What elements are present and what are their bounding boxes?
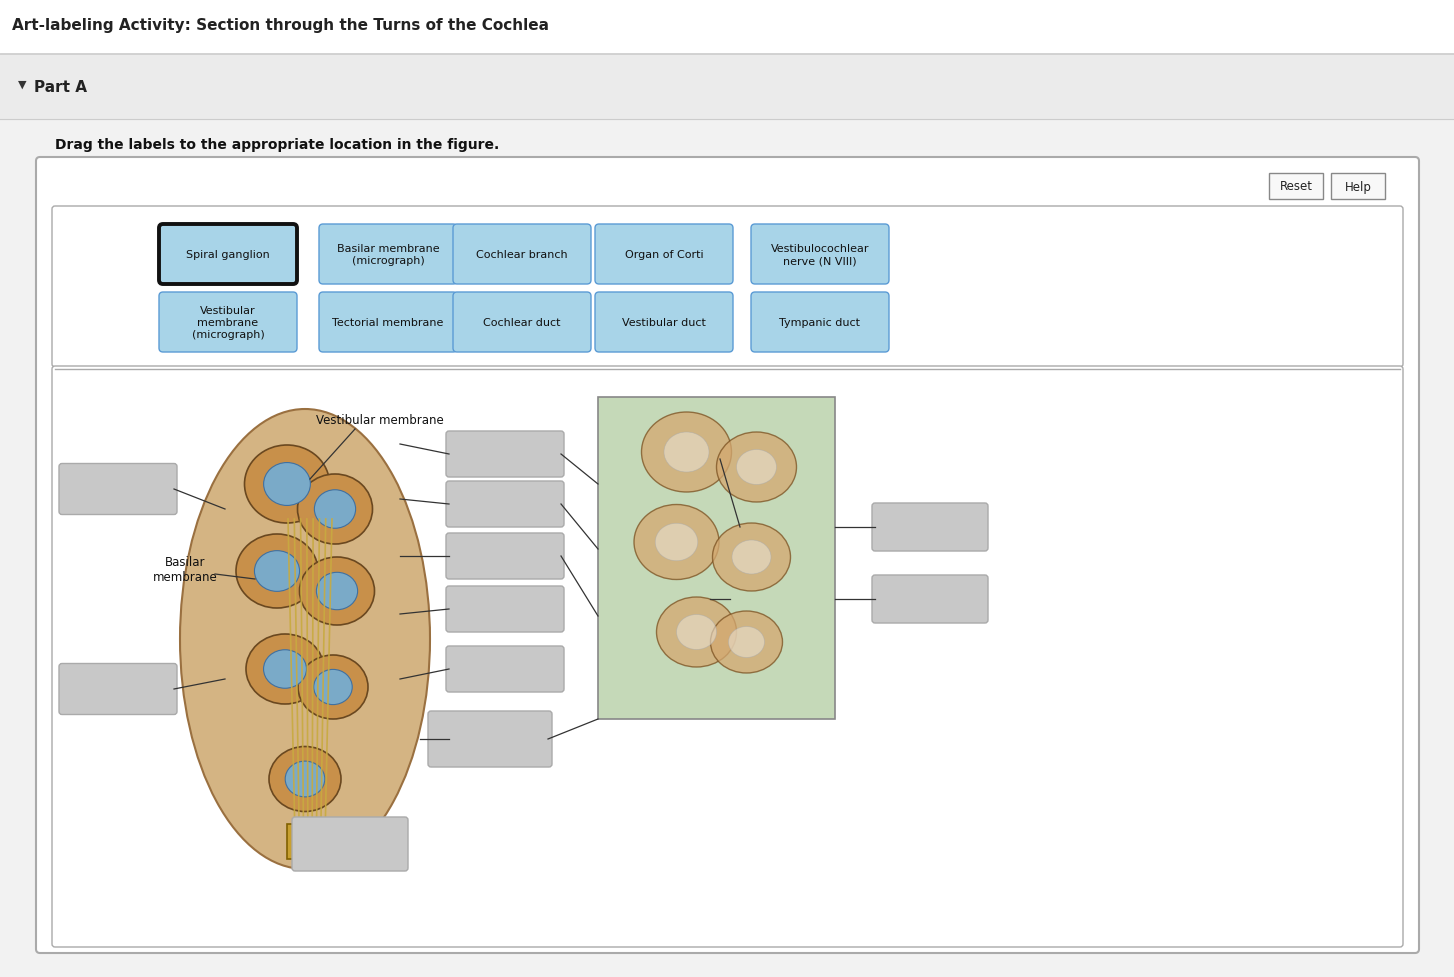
FancyBboxPatch shape — [60, 464, 177, 515]
FancyBboxPatch shape — [1330, 174, 1386, 199]
Ellipse shape — [664, 433, 710, 473]
Ellipse shape — [641, 412, 731, 492]
FancyBboxPatch shape — [446, 647, 564, 693]
Text: Organ of Corti: Organ of Corti — [625, 250, 704, 260]
Text: Tectorial membrane: Tectorial membrane — [333, 318, 443, 327]
Ellipse shape — [676, 615, 717, 650]
FancyBboxPatch shape — [158, 225, 297, 284]
Text: Vestibular duct: Vestibular duct — [622, 318, 707, 327]
FancyBboxPatch shape — [52, 366, 1403, 947]
FancyBboxPatch shape — [454, 225, 590, 284]
Ellipse shape — [314, 490, 356, 529]
Ellipse shape — [263, 463, 310, 506]
Text: Vestibular
membrane
(micrograph): Vestibular membrane (micrograph) — [192, 305, 265, 340]
Text: Part A: Part A — [33, 80, 87, 95]
FancyBboxPatch shape — [872, 503, 989, 551]
Text: Spiral ganglion: Spiral ganglion — [186, 250, 270, 260]
Ellipse shape — [717, 433, 797, 502]
FancyBboxPatch shape — [595, 225, 733, 284]
Text: Vestibulocochlear
nerve (N VIII): Vestibulocochlear nerve (N VIII) — [771, 243, 869, 266]
FancyBboxPatch shape — [595, 293, 733, 353]
FancyBboxPatch shape — [752, 225, 888, 284]
Bar — [598, 398, 835, 719]
Ellipse shape — [300, 558, 375, 625]
Text: Cochlear duct: Cochlear duct — [483, 318, 561, 327]
Text: Drag the labels to the appropriate location in the figure.: Drag the labels to the appropriate locat… — [55, 138, 499, 151]
FancyBboxPatch shape — [158, 293, 297, 353]
FancyBboxPatch shape — [752, 293, 888, 353]
FancyBboxPatch shape — [446, 432, 564, 478]
Text: Reset: Reset — [1280, 181, 1313, 193]
FancyBboxPatch shape — [454, 293, 590, 353]
Bar — [0, 0, 1454, 55]
Ellipse shape — [634, 505, 718, 580]
Ellipse shape — [298, 656, 368, 719]
Ellipse shape — [244, 446, 330, 524]
Text: Art-labeling Activity: Section through the Turns of the Cochlea: Art-labeling Activity: Section through t… — [12, 18, 550, 33]
FancyBboxPatch shape — [318, 225, 457, 284]
Ellipse shape — [246, 634, 324, 704]
FancyBboxPatch shape — [36, 158, 1419, 953]
Ellipse shape — [712, 524, 791, 591]
FancyBboxPatch shape — [292, 817, 409, 871]
Ellipse shape — [737, 450, 776, 485]
Ellipse shape — [314, 669, 352, 704]
FancyBboxPatch shape — [60, 663, 177, 715]
Text: Vestibular membrane: Vestibular membrane — [316, 413, 443, 426]
FancyBboxPatch shape — [318, 293, 457, 353]
FancyBboxPatch shape — [446, 482, 564, 528]
FancyBboxPatch shape — [446, 533, 564, 579]
Bar — [286, 825, 327, 859]
Ellipse shape — [317, 573, 358, 610]
Bar — [0, 55, 1454, 120]
Text: Help: Help — [1345, 181, 1371, 193]
Ellipse shape — [263, 650, 307, 689]
Text: Cochlear branch: Cochlear branch — [477, 250, 569, 260]
Ellipse shape — [657, 597, 737, 667]
Ellipse shape — [180, 409, 430, 870]
Text: Tympanic duct: Tympanic duct — [779, 318, 861, 327]
Ellipse shape — [711, 612, 782, 673]
Ellipse shape — [298, 475, 372, 544]
Ellipse shape — [269, 746, 342, 812]
Text: Basilar membrane
(micrograph): Basilar membrane (micrograph) — [337, 243, 439, 266]
Ellipse shape — [285, 761, 324, 797]
Text: Basilar
membrane: Basilar membrane — [153, 556, 218, 583]
Ellipse shape — [656, 524, 698, 561]
Ellipse shape — [731, 540, 771, 574]
Ellipse shape — [728, 627, 765, 658]
Ellipse shape — [236, 534, 318, 609]
FancyBboxPatch shape — [446, 586, 564, 632]
FancyBboxPatch shape — [872, 575, 989, 623]
Text: ▼: ▼ — [17, 80, 26, 90]
FancyBboxPatch shape — [427, 711, 553, 767]
Ellipse shape — [254, 551, 300, 592]
FancyBboxPatch shape — [1269, 174, 1323, 199]
FancyBboxPatch shape — [52, 207, 1403, 367]
